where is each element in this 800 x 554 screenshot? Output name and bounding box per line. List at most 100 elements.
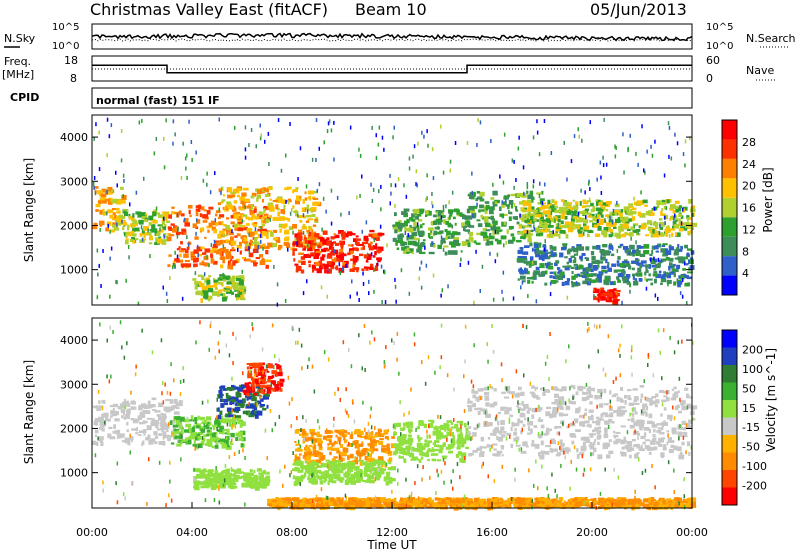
heatmap-cell (621, 446, 625, 450)
heatmap-cell (171, 206, 175, 209)
heatmap-cell (316, 434, 322, 438)
heatmap-cell (246, 396, 249, 401)
heatmap-cell (555, 411, 559, 414)
heatmap-cell (395, 221, 401, 226)
heatmap-cell (686, 275, 689, 279)
heatmap-noise (186, 235, 188, 240)
heatmap-cell (142, 440, 145, 446)
heatmap-cell (307, 253, 310, 258)
heatmap-noise (389, 173, 391, 178)
heatmap-cell (526, 232, 530, 238)
heatmap-cell (590, 202, 594, 207)
heatmap-cell (200, 485, 206, 489)
colorbar-segment (722, 120, 737, 140)
heatmap-cell (160, 239, 166, 244)
heatmap-cell (242, 220, 245, 223)
heatmap-cell (374, 433, 379, 438)
heatmap-cell (354, 472, 358, 475)
heatmap-noise (505, 240, 507, 245)
heatmap-cell (669, 266, 673, 269)
heatmap-noise (602, 163, 605, 168)
heatmap-cell (502, 406, 507, 410)
heatmap-cell (240, 443, 244, 448)
heatmap-cell (566, 249, 571, 255)
heatmap-cell (296, 476, 301, 481)
heatmap-noise (616, 248, 619, 253)
heatmap-cell (606, 264, 610, 268)
heatmap-cell (595, 199, 598, 202)
heatmap-cell (316, 438, 322, 443)
heatmap-cell (542, 210, 549, 214)
heatmap-cell (547, 218, 551, 223)
heatmap-cell (454, 423, 459, 429)
heatmap-cell (576, 453, 580, 459)
heatmap-noise (171, 265, 174, 270)
heatmap-cell (666, 430, 670, 433)
heatmap-cell (571, 440, 575, 445)
heatmap-cell (571, 282, 575, 288)
heatmap-cell (154, 242, 158, 245)
plot-title: Christmas Valley East (fitACF) (90, 0, 328, 19)
heatmap-cell (268, 205, 274, 208)
heatmap-cell (333, 460, 338, 466)
heatmap-cell (227, 411, 233, 414)
heatmap-cell (257, 371, 262, 376)
heatmap-cell (319, 265, 322, 270)
heatmap-cell (520, 214, 526, 219)
heatmap-cell (231, 400, 235, 405)
heatmap-cell (359, 469, 363, 472)
heatmap-noise (550, 211, 553, 215)
heatmap-cell (265, 481, 270, 485)
heatmap-cell (407, 240, 414, 246)
heatmap-cell (319, 456, 324, 461)
heatmap-noise (248, 143, 250, 147)
heatmap-cell (316, 268, 322, 274)
heatmap-cell (156, 414, 161, 417)
heatmap-cell (239, 241, 242, 246)
heatmap-cell (312, 472, 316, 477)
heatmap-cell (271, 375, 275, 378)
heatmap-cell (662, 446, 667, 451)
heatmap-cell (264, 246, 270, 250)
heatmap-cell (643, 222, 647, 226)
heatmap-cell (203, 420, 207, 425)
heatmap-cell (513, 423, 516, 427)
heatmap-cell (162, 437, 165, 440)
heatmap-cell (135, 427, 139, 432)
heatmap-cell (160, 225, 164, 228)
heatmap-noise (499, 174, 501, 179)
heatmap-cell (311, 206, 317, 211)
heatmap-cell (435, 218, 442, 223)
heatmap-cell (218, 439, 222, 443)
heatmap-cell (490, 224, 493, 227)
heatmap-cell (300, 269, 305, 274)
heatmap-cell (595, 214, 600, 220)
heatmap-cell (165, 211, 169, 215)
heatmap-cell (644, 445, 650, 449)
heatmap-cell (200, 440, 205, 446)
heatmap-noise (674, 132, 676, 137)
heatmap-cell (560, 199, 565, 202)
heatmap-cell (296, 195, 300, 199)
heatmap-noise (349, 294, 351, 299)
heatmap-cell (660, 437, 666, 440)
heatmap-cell (523, 403, 529, 409)
heatmap-cell (643, 250, 650, 255)
heatmap-cell (293, 258, 296, 262)
heatmap-cell (238, 280, 244, 286)
heatmap-cell (661, 200, 664, 206)
heatmap-cell (258, 211, 263, 215)
heatmap-noise (384, 300, 387, 305)
heatmap-cell (165, 399, 171, 402)
heatmap-cell (362, 245, 365, 250)
heatmap-cell (172, 228, 178, 233)
heatmap-cell (329, 251, 336, 256)
heatmap-cell (394, 212, 397, 217)
heatmap-noise (356, 195, 358, 200)
heatmap-cell (570, 217, 575, 223)
heatmap-cell (217, 407, 220, 412)
heatmap-cell (506, 407, 512, 411)
heatmap-noise (93, 176, 96, 180)
heatmap-cell (318, 465, 323, 468)
heatmap-cell (395, 241, 398, 246)
